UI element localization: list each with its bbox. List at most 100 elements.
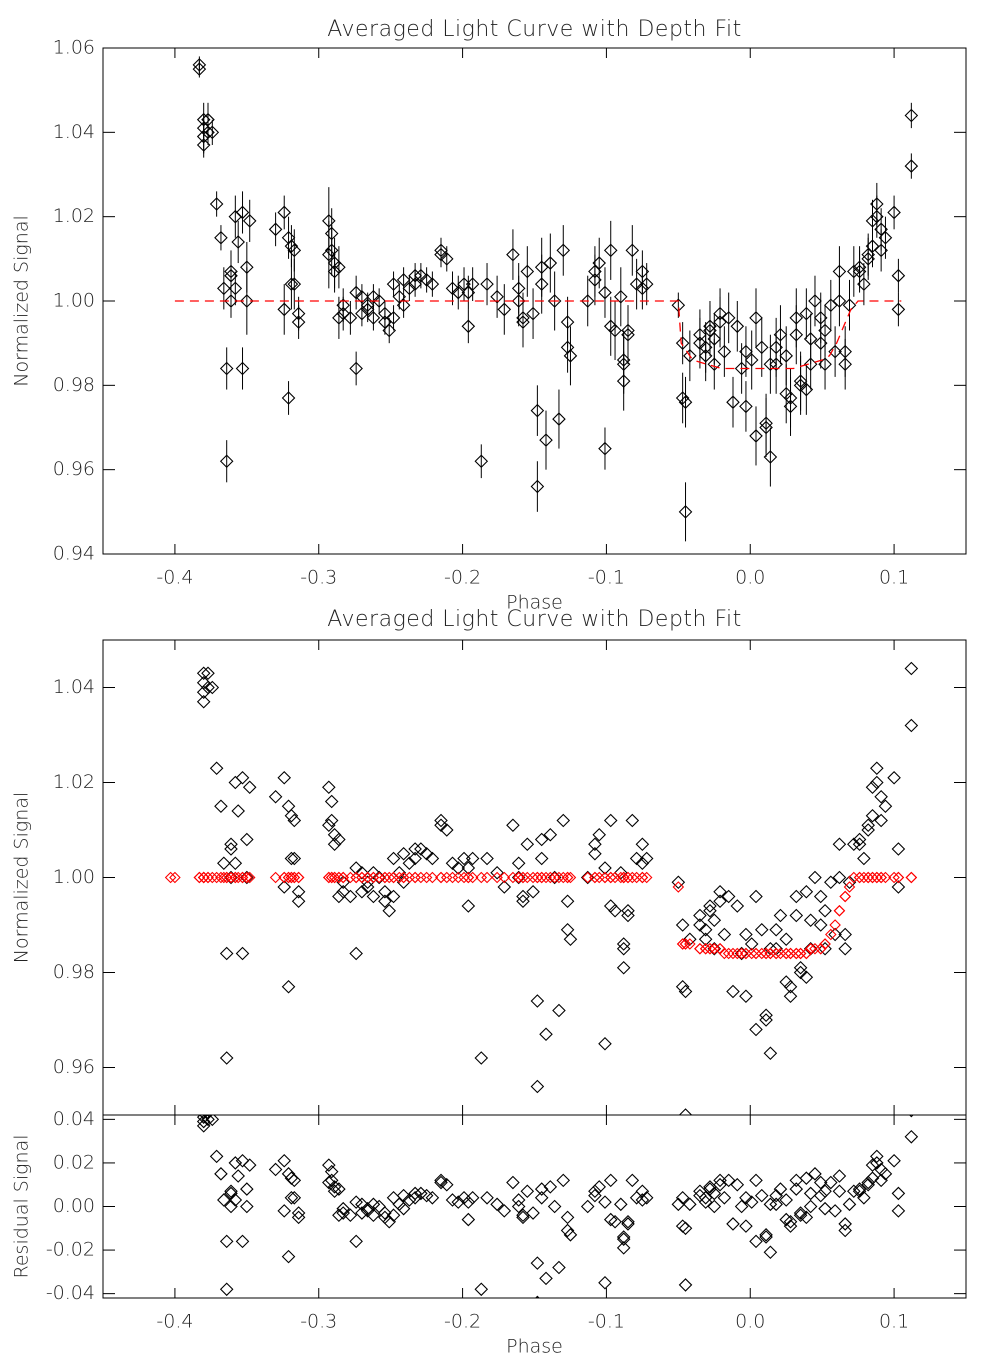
- data-point: [581, 871, 594, 884]
- data-point: [434, 247, 448, 262]
- data-point: [425, 277, 440, 291]
- data-point: [678, 984, 693, 999]
- data-point: [209, 197, 224, 211]
- data-point: [520, 264, 535, 279]
- data-point: [749, 311, 763, 325]
- data-point: [535, 871, 548, 884]
- data-point: [322, 214, 336, 228]
- data-point: [268, 1162, 283, 1177]
- data-point: [779, 1193, 793, 1207]
- data-point: [739, 927, 753, 942]
- data-point: [534, 1182, 549, 1196]
- data-point: [621, 323, 635, 338]
- x-tick-label: -0.1: [588, 1311, 625, 1333]
- data-point: [625, 243, 640, 258]
- data-point: [608, 323, 622, 338]
- data-point: [292, 871, 305, 884]
- data-point: [516, 894, 530, 909]
- data-point: [287, 1173, 302, 1188]
- y-axis-label: Normalized Signal: [11, 215, 33, 387]
- data-point: [408, 1186, 422, 1201]
- data-point: [322, 1158, 336, 1172]
- data-point: [828, 927, 842, 942]
- data-point: [281, 979, 296, 994]
- x-tick-label: -0.4: [156, 567, 193, 589]
- y-tick-label: 0.02: [53, 1151, 95, 1173]
- data-point: [887, 205, 901, 220]
- data-point: [396, 1188, 411, 1203]
- data-point: [865, 1171, 880, 1185]
- data-point: [291, 884, 306, 899]
- data-point: [770, 947, 782, 960]
- data-point: [749, 1022, 763, 1037]
- data-point: [205, 1115, 220, 1127]
- data-point: [197, 871, 210, 884]
- data-point: [678, 505, 693, 519]
- data-point: [904, 718, 919, 733]
- data-point: [848, 871, 860, 884]
- data-point: [383, 871, 396, 884]
- data-point: [547, 1199, 562, 1214]
- data-point: [892, 871, 905, 884]
- data-point: [288, 871, 301, 884]
- data-point: [243, 871, 256, 884]
- data-point: [445, 1193, 460, 1207]
- data-point: [196, 1115, 211, 1124]
- data-point: [474, 1282, 489, 1297]
- data-point: [220, 871, 233, 884]
- data-point: [344, 871, 357, 884]
- data-point: [759, 1230, 773, 1244]
- data-point: [891, 842, 906, 856]
- data-point: [336, 306, 350, 321]
- data-point: [287, 1191, 302, 1205]
- data-point: [530, 994, 545, 1008]
- data-point: [451, 1195, 466, 1209]
- data-point: [520, 837, 535, 852]
- data-point: [367, 871, 380, 884]
- data-point: [556, 1173, 571, 1188]
- data-point: [378, 306, 392, 321]
- data-point: [343, 889, 358, 904]
- plot-area: [196, 1115, 919, 1298]
- data-point: [865, 1158, 880, 1172]
- data-point: [372, 294, 386, 308]
- data-point: [789, 889, 804, 904]
- y-tick-label: 0.96: [53, 458, 95, 480]
- data-point: [231, 804, 245, 818]
- data-point: [675, 336, 690, 350]
- data-point: [793, 1206, 808, 1220]
- data-point: [832, 294, 847, 308]
- data-point: [721, 1173, 736, 1188]
- data-point: [838, 1217, 852, 1231]
- data-point: [386, 1191, 401, 1205]
- data-point: [779, 349, 793, 363]
- data-point: [887, 1153, 901, 1168]
- data-point: [814, 942, 827, 955]
- data-point: [804, 942, 817, 955]
- data-point: [349, 361, 363, 376]
- data-point: [769, 1197, 783, 1212]
- data-point: [749, 1173, 763, 1188]
- data-point: [726, 395, 740, 409]
- data-point: [366, 290, 381, 304]
- data-point: [904, 159, 919, 173]
- data-point: [759, 1008, 773, 1023]
- data-point: [629, 277, 644, 291]
- data-point: [343, 1208, 358, 1222]
- data-point: [527, 871, 539, 884]
- data-point: [203, 1115, 213, 1120]
- data-point: [614, 865, 628, 880]
- data-point: [783, 989, 798, 1004]
- data-point: [465, 277, 480, 291]
- data-point: [544, 871, 557, 884]
- data-point: [616, 1230, 631, 1244]
- data-point: [832, 837, 847, 852]
- data-point: [291, 1206, 306, 1220]
- data-point: [713, 894, 727, 909]
- data-point: [209, 1149, 224, 1164]
- data-point: [727, 947, 739, 960]
- data-point: [675, 1191, 690, 1205]
- data-point: [387, 871, 400, 884]
- data-point: [425, 851, 440, 866]
- data-point: [224, 842, 238, 856]
